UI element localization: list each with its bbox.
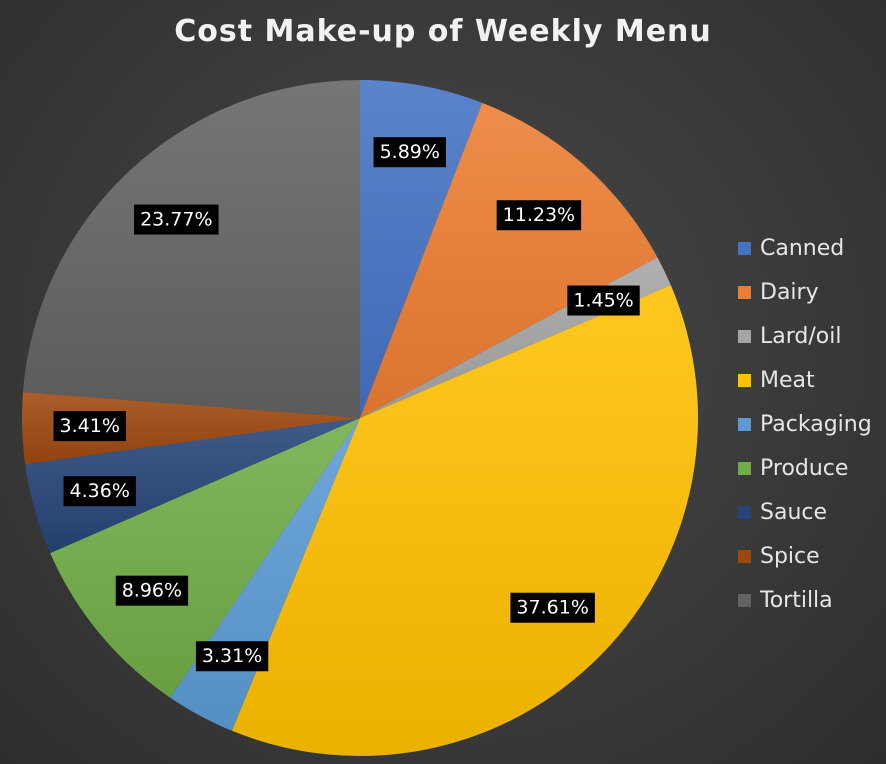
- legend-swatch: [738, 329, 751, 343]
- data-label-lard-oil: 1.45%: [567, 285, 640, 316]
- svg-text:11.23%: 11.23%: [503, 204, 575, 226]
- svg-text:3.31%: 3.31%: [202, 645, 262, 667]
- legend-item-tortilla: Tortilla: [738, 578, 872, 622]
- legend-item-meat: Meat: [738, 358, 872, 402]
- svg-text:37.61%: 37.61%: [516, 597, 588, 619]
- data-label-canned: 5.89%: [373, 137, 446, 168]
- data-label-spice: 3.41%: [53, 411, 126, 442]
- svg-text:8.96%: 8.96%: [122, 580, 182, 602]
- data-label-tortilla: 23.77%: [134, 204, 219, 235]
- legend-swatch: [738, 505, 751, 519]
- pie-slices: [22, 80, 698, 756]
- legend-item-sauce: Sauce: [738, 490, 872, 534]
- legend-swatch: [738, 285, 751, 299]
- pie-slice-produce: [50, 418, 360, 698]
- data-label-meat: 37.61%: [510, 592, 595, 623]
- svg-text:3.41%: 3.41%: [60, 415, 120, 437]
- legend-swatch: [738, 549, 751, 563]
- data-label-sauce: 4.36%: [63, 476, 136, 507]
- legend-label: Dairy: [760, 279, 819, 305]
- legend-item-dairy: Dairy: [738, 270, 872, 314]
- legend-item-packaging: Packaging: [738, 402, 872, 446]
- legend-item-lard-oil: Lard/oil: [738, 314, 872, 358]
- pie-slice-tortilla: [23, 80, 361, 418]
- legend-label: Produce: [760, 455, 849, 481]
- legend-swatch: [738, 593, 751, 607]
- legend-label: Tortilla: [760, 587, 833, 613]
- pie-slice-spice: [22, 391, 361, 465]
- legend-item-canned: Canned: [738, 226, 872, 270]
- legend-swatch: [738, 417, 751, 431]
- legend-label: Spice: [760, 543, 820, 569]
- data-label-produce: 8.96%: [115, 575, 189, 606]
- legend-label: Meat: [760, 367, 815, 393]
- svg-text:4.36%: 4.36%: [70, 480, 130, 502]
- data-label-packaging: 3.31%: [195, 641, 269, 672]
- legend-swatch: [738, 241, 751, 255]
- legend: Canned Dairy Lard/oil Meat Packaging Produce S…: [738, 226, 872, 622]
- data-label-dairy: 11.23%: [496, 200, 582, 231]
- svg-text:5.89%: 5.89%: [380, 141, 440, 163]
- legend-label: Packaging: [760, 411, 872, 437]
- legend-swatch: [738, 373, 751, 387]
- svg-text:1.45%: 1.45%: [573, 290, 633, 312]
- pie-slice-meat: [231, 285, 698, 756]
- legend-item-produce: Produce: [738, 446, 872, 490]
- legend-label: Sauce: [760, 499, 828, 525]
- legend-item-spice: Spice: [738, 534, 872, 578]
- pie-data-labels: 5.89% 11.23% 1.45% 37.61% 3.31% 8.96% 4.36% 3.4…: [53, 137, 640, 672]
- legend-swatch: [738, 461, 751, 475]
- pie-slice-sauce: [25, 418, 360, 554]
- svg-text:23.77%: 23.77%: [140, 209, 212, 231]
- legend-label: Lard/oil: [760, 323, 842, 349]
- chart-title: Cost Make-up of Weekly Menu: [174, 14, 712, 49]
- pie-slice-dairy: [360, 102, 658, 419]
- legend-label: Canned: [760, 235, 845, 261]
